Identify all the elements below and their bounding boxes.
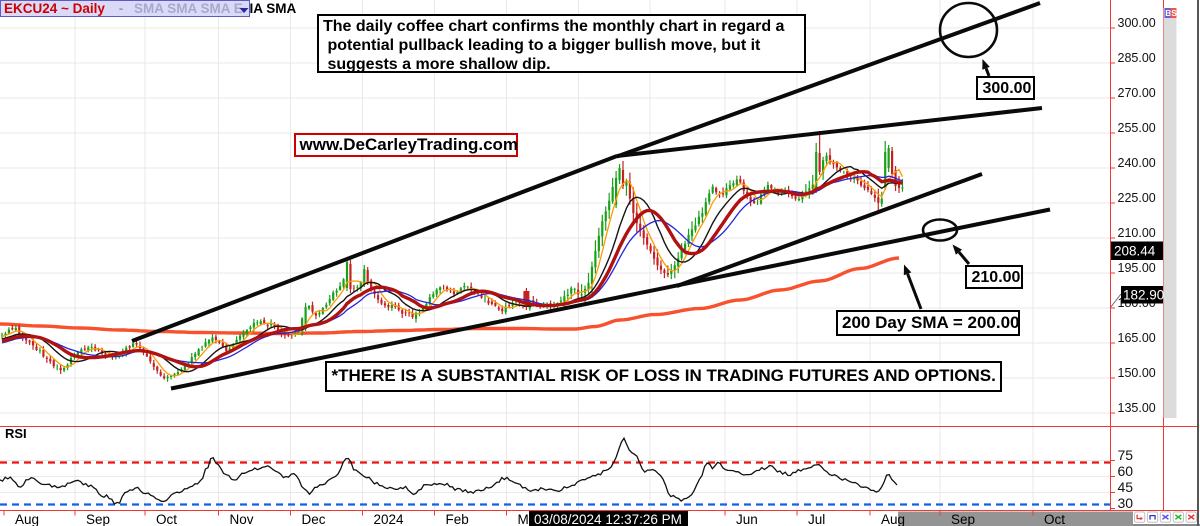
svg-text:270.00: 270.00	[1118, 86, 1156, 100]
svg-text:60: 60	[1118, 463, 1134, 479]
svg-text:285.00: 285.00	[1118, 51, 1156, 65]
svg-text:Sep: Sep	[951, 512, 975, 526]
svg-text:255.00: 255.00	[1118, 121, 1156, 135]
svg-text:45: 45	[1118, 479, 1134, 495]
svg-text:165.00: 165.00	[1118, 331, 1156, 345]
svg-text:Jul: Jul	[808, 512, 825, 526]
svg-text:B: B	[1165, 8, 1171, 18]
svg-text:75: 75	[1118, 447, 1134, 463]
svg-text:Aug: Aug	[881, 512, 905, 526]
svg-text:Aug: Aug	[15, 512, 39, 526]
svg-text:135.00: 135.00	[1118, 401, 1156, 415]
svg-text:RSI: RSI	[5, 426, 27, 441]
svg-text:-: -	[115, 1, 127, 16]
svg-text:Oct: Oct	[1044, 512, 1065, 526]
svg-text:225.00: 225.00	[1118, 191, 1156, 205]
svg-text:210.00: 210.00	[1118, 226, 1156, 240]
svg-text:Jun: Jun	[736, 512, 758, 526]
svg-text:S: S	[1171, 8, 1177, 18]
svg-text:Sep: Sep	[86, 512, 110, 526]
svg-text:IA SMA: IA SMA	[250, 1, 297, 16]
svg-text:150.00: 150.00	[1118, 366, 1156, 380]
svg-text:Feb: Feb	[446, 512, 469, 526]
svg-text:2024: 2024	[374, 512, 405, 526]
svg-text:03/08/2024 12:37:26 PM: 03/08/2024 12:37:26 PM	[534, 512, 682, 526]
svg-text:Dec: Dec	[302, 512, 326, 526]
svg-text:208.44: 208.44	[1114, 244, 1156, 259]
svg-text:SMA SMA SMA E: SMA SMA SMA E	[134, 1, 243, 16]
svg-text:182.90: 182.90	[1123, 288, 1164, 303]
svg-text:30: 30	[1118, 495, 1134, 511]
svg-text:Oct: Oct	[156, 512, 177, 526]
svg-text:Nov: Nov	[230, 512, 254, 526]
svg-text:240.00: 240.00	[1118, 156, 1156, 170]
svg-text:EKCU24 ~ Daily: EKCU24 ~ Daily	[4, 1, 105, 16]
svg-text:195.00: 195.00	[1118, 261, 1156, 275]
svg-text:300.00: 300.00	[1118, 16, 1156, 30]
